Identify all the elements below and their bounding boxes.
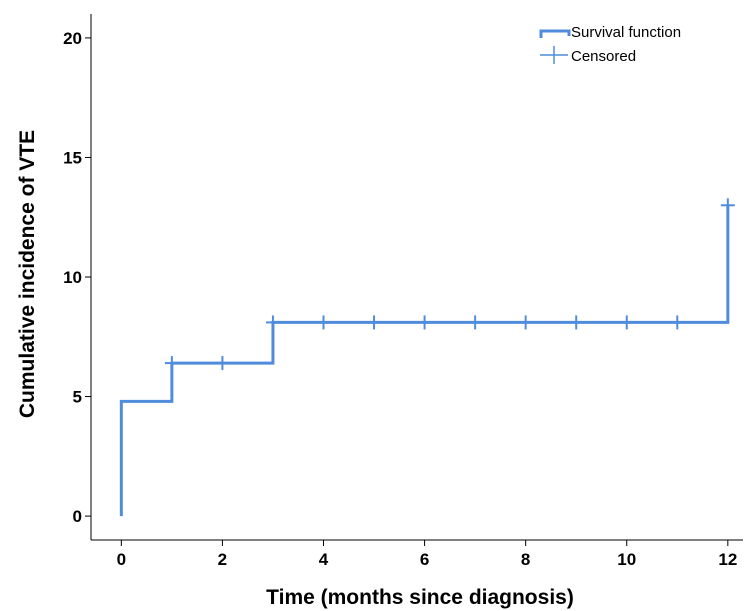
censor-mark [720, 198, 735, 213]
series-lines [119, 205, 730, 517]
x-tick-label: 12 [718, 550, 737, 569]
survival-step-line [119, 205, 730, 517]
x-tick-label: 4 [319, 550, 329, 569]
y-tick-label: 20 [63, 29, 82, 48]
legend-entry-censored: Censored [540, 46, 636, 65]
censor-mark [164, 356, 179, 371]
x-tick-label: 10 [617, 550, 636, 569]
x-tick-label: 2 [218, 550, 227, 569]
x-tick-group: 0 2 4 6 8 10 12 [117, 540, 737, 569]
y-tick-label: 15 [63, 148, 82, 167]
y-axis-title: Cumulative incidence of VTE [16, 130, 39, 418]
x-tick-label: 6 [420, 550, 429, 569]
x-axis-title: Time (months since diagnosis) [266, 586, 574, 609]
censor-mark [569, 315, 584, 330]
x-tick-label: 0 [117, 550, 126, 569]
censor-mark [215, 356, 230, 371]
y-tick-label: 0 [73, 507, 82, 526]
censor-mark [316, 315, 331, 330]
x-tick-label: 8 [521, 550, 530, 569]
censor-mark [468, 315, 483, 330]
censor-mark [619, 315, 634, 330]
censor-mark [367, 315, 382, 330]
axes [90, 14, 743, 541]
legend-label-censored: Censored [571, 48, 636, 65]
legend-step-icon [539, 29, 571, 38]
censor-mark [417, 315, 432, 330]
censor-marks [164, 198, 735, 371]
y-tick-group: 0 5 10 15 20 [63, 29, 91, 526]
y-tick-label: 10 [63, 268, 82, 287]
legend: Survival function Censored [539, 24, 681, 65]
censor-mark [265, 315, 280, 330]
legend-label-survival: Survival function [571, 24, 681, 41]
legend-entry-survival: Survival function [539, 24, 681, 41]
y-tick-label: 5 [73, 388, 82, 407]
censor-mark [670, 315, 685, 330]
censor-mark [518, 315, 533, 330]
